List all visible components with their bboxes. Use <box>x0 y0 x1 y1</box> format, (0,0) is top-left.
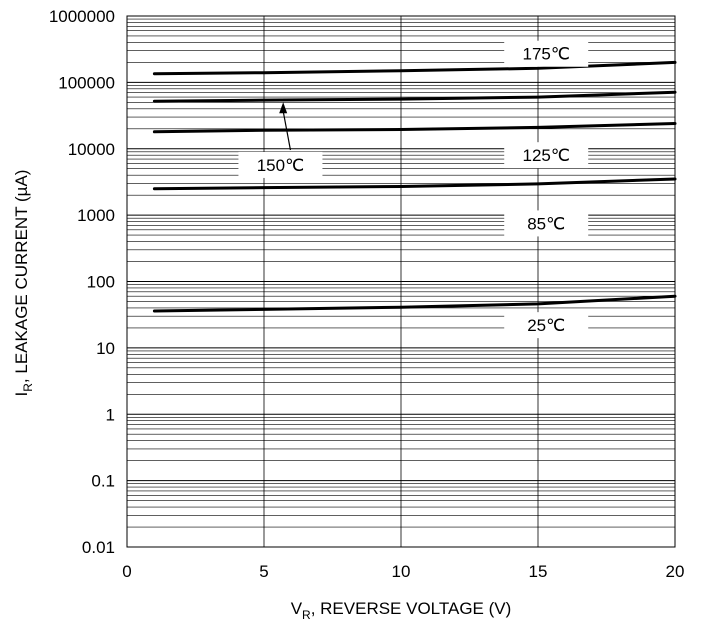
axis-label-subscript: R <box>302 608 311 622</box>
tick-labels: 0.01 0.1 1 10 100 1000 10000 100000 1000000 0 5 10 1… <box>49 7 685 581</box>
y-tick-label: 0.01 <box>82 538 115 557</box>
series-label-box <box>238 151 323 178</box>
y-tick-label: 1000 <box>77 206 115 225</box>
y-tick-label: 10 <box>96 339 115 358</box>
series-label: 25℃ <box>527 316 565 335</box>
annotation-arrow-line <box>282 111 292 151</box>
series-label: 125℃ <box>522 146 569 165</box>
x-tick-label: 0 <box>122 562 131 581</box>
x-tick-label: 10 <box>392 562 411 581</box>
plot-frame <box>126 15 676 548</box>
y-tick-label: 1000000 <box>49 7 115 26</box>
series-label-box <box>504 210 589 237</box>
series-line <box>152 294 677 313</box>
y-tick-label: 100000 <box>58 73 115 92</box>
axis-label-subscript: R <box>21 383 35 392</box>
plot-axes <box>126 15 676 548</box>
axis-label-text: , REVERSE VOLTAGE (V) <box>311 599 512 618</box>
series-line <box>152 60 677 76</box>
series-label: 85℃ <box>527 214 565 233</box>
annotation-arrowhead <box>279 102 288 114</box>
y-tick-label: 1 <box>106 405 115 424</box>
series-layer <box>152 60 677 313</box>
y-tick-label: 0.1 <box>91 472 115 491</box>
series-label-box <box>504 142 589 169</box>
y-tick-label: 10000 <box>68 140 115 159</box>
series-line <box>152 90 677 103</box>
y-tick-label: 100 <box>87 273 115 292</box>
series-label-box <box>504 40 589 67</box>
series-labels: 175℃ 150℃ 125℃ 85℃ 25℃ <box>238 40 589 339</box>
series-label-box <box>504 312 589 339</box>
series-label: 150℃ <box>257 156 304 175</box>
x-tick-label: 5 <box>259 562 268 581</box>
axis-label-main: I <box>12 392 31 397</box>
x-tick-label: 20 <box>666 562 685 581</box>
series-label: 175℃ <box>522 45 569 64</box>
series-line <box>152 177 677 191</box>
x-axis-label: VR, REVERSE VOLTAGE (V) <box>291 599 512 622</box>
series-line <box>152 122 677 134</box>
x-tick-label: 15 <box>529 562 548 581</box>
axis-label-text: , LEAKAGE CURRENT (µA) <box>12 170 31 384</box>
y-axis-label: IR, LEAKAGE CURRENT (µA) <box>12 170 35 397</box>
axis-label-main: V <box>291 599 303 618</box>
